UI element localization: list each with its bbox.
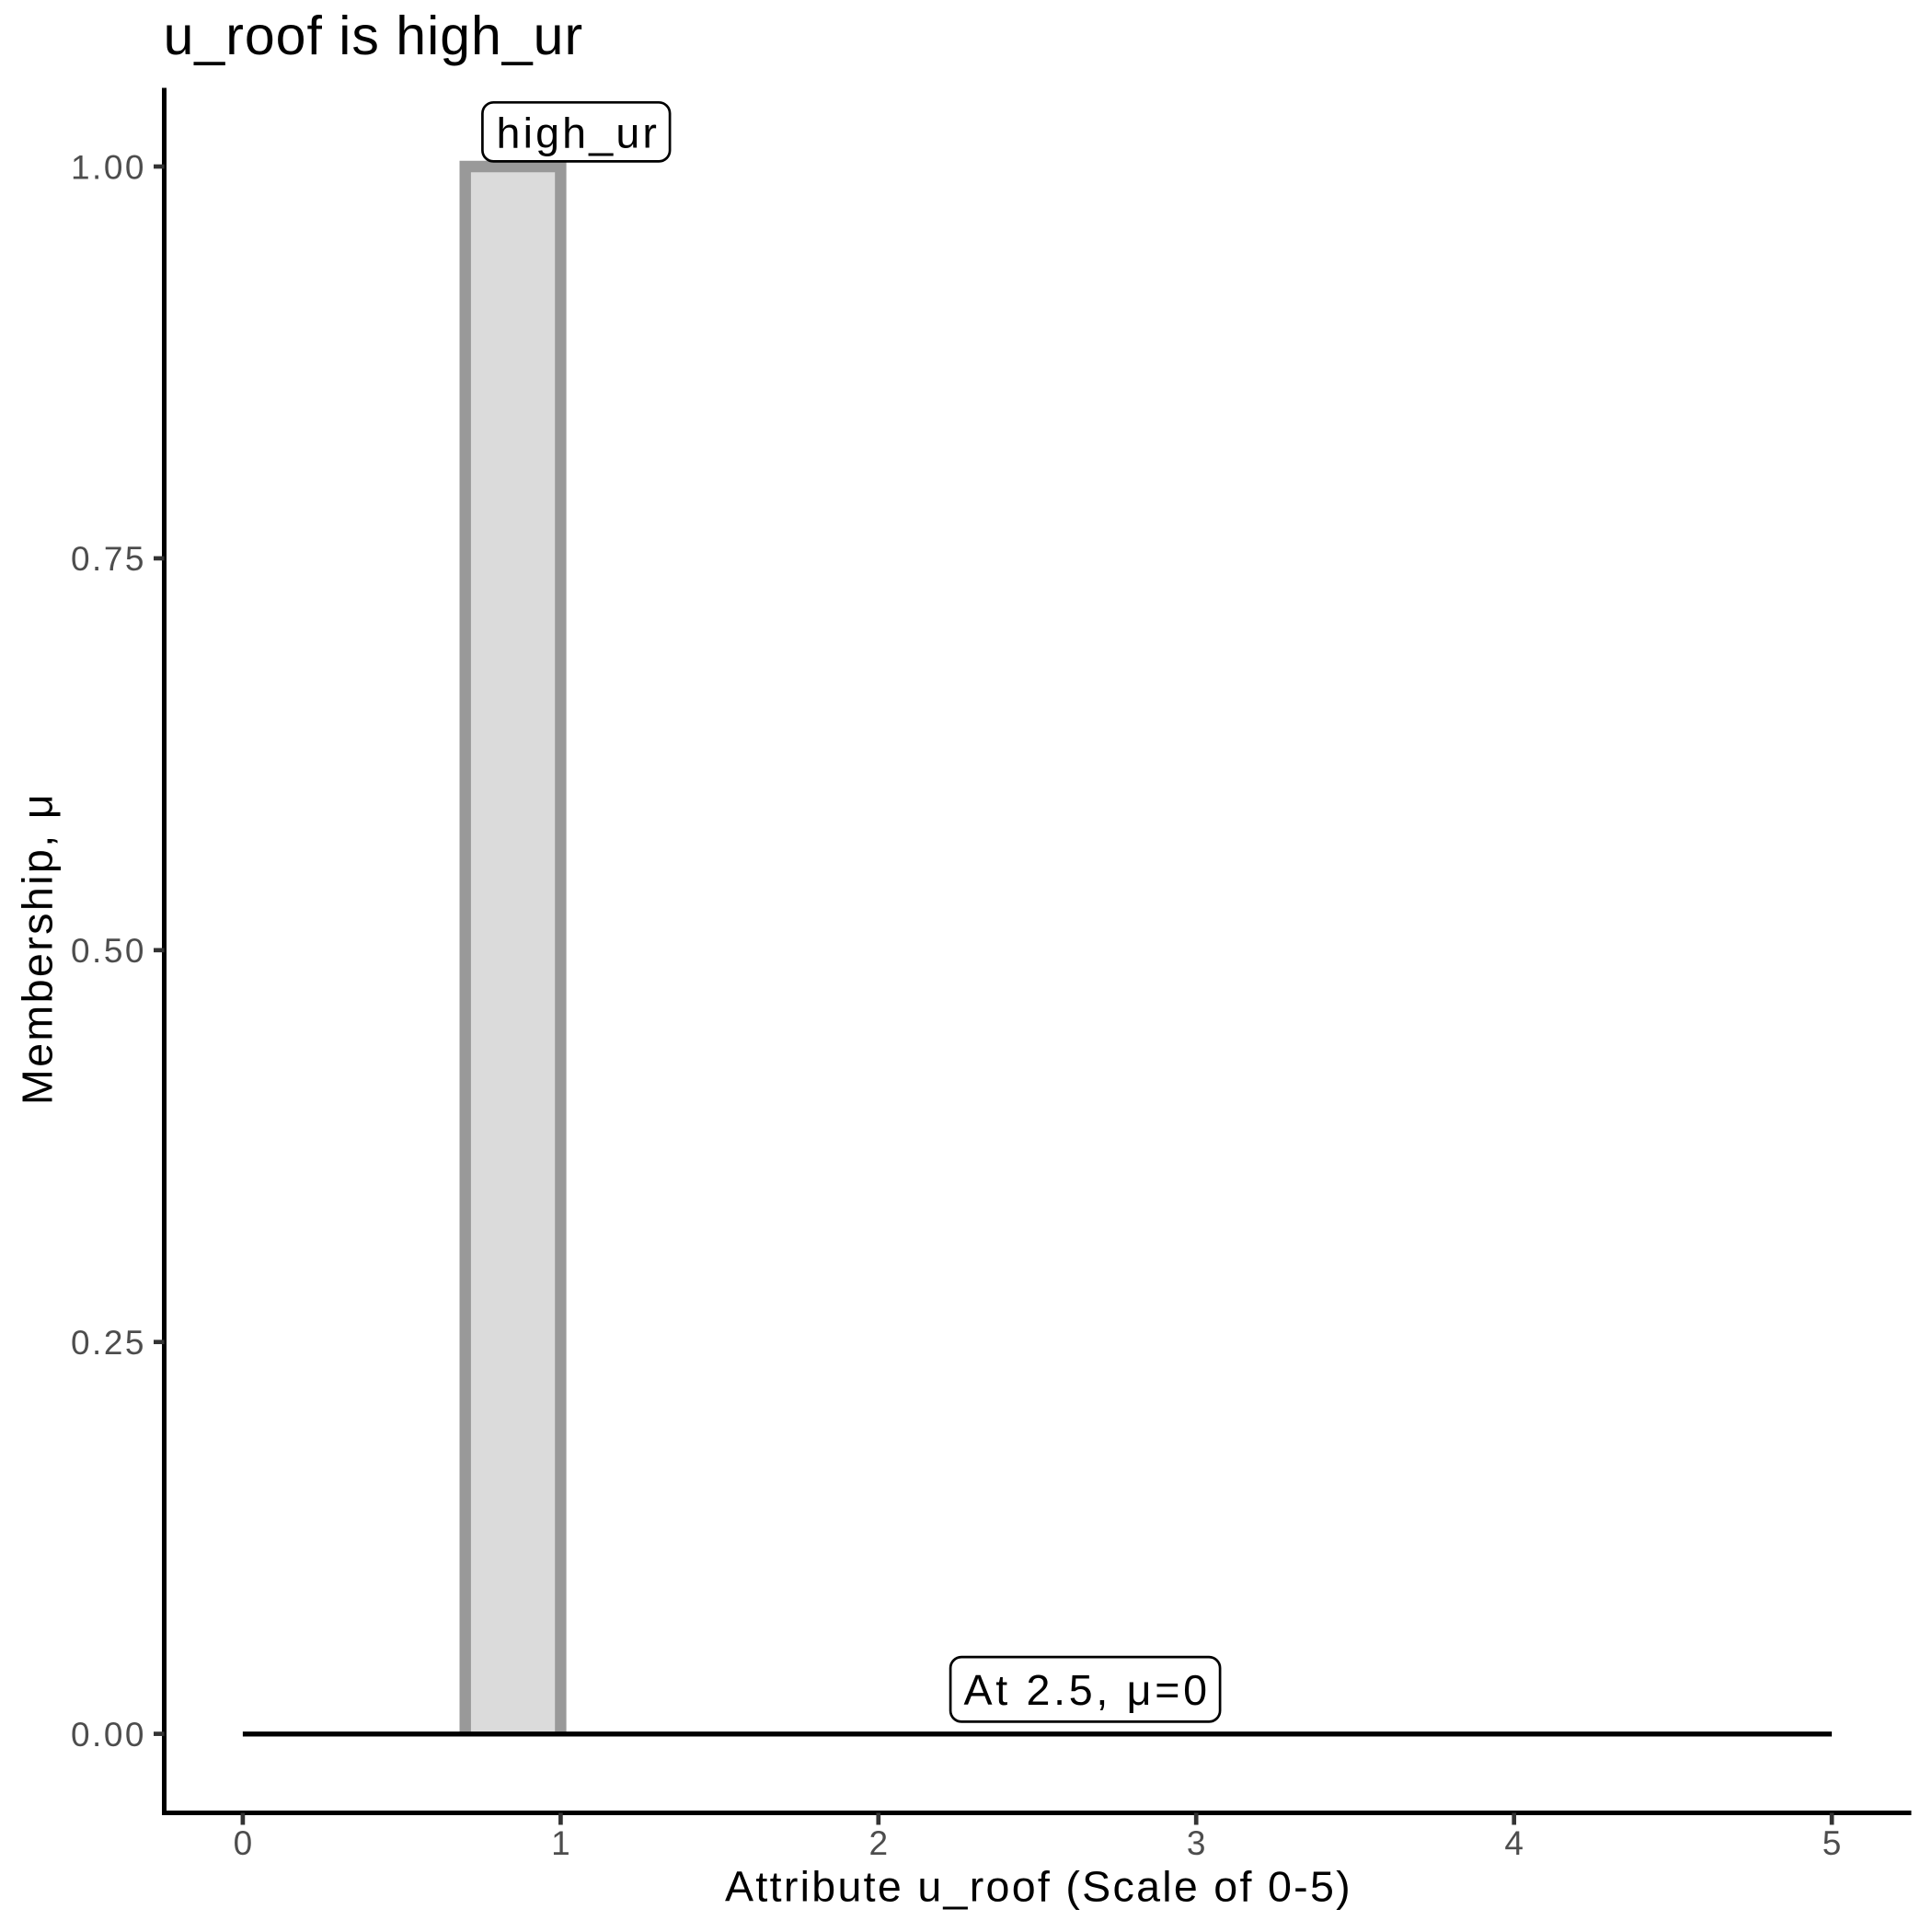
- svg-text:5: 5: [1823, 1824, 1842, 1862]
- svg-text:high_ur: high_ur: [496, 109, 660, 157]
- svg-text:1: 1: [551, 1824, 570, 1862]
- svg-text:0.50: 0.50: [71, 932, 146, 970]
- svg-text:2: 2: [869, 1824, 889, 1862]
- svg-text:u_roof is high_ur: u_roof is high_ur: [164, 6, 584, 66]
- svg-text:At 2.5, μ=0: At 2.5, μ=0: [963, 1666, 1210, 1714]
- svg-text:0.00: 0.00: [71, 1716, 146, 1754]
- svg-text:Membership, μ: Membership, μ: [14, 792, 62, 1105]
- svg-text:3: 3: [1187, 1824, 1206, 1862]
- svg-text:Attribute u_roof (Scale of 0-5: Attribute u_roof (Scale of 0-5): [725, 1863, 1352, 1911]
- svg-text:4: 4: [1504, 1824, 1524, 1862]
- svg-text:1.00: 1.00: [71, 148, 146, 186]
- svg-text:0.25: 0.25: [71, 1324, 146, 1362]
- svg-text:0.75: 0.75: [71, 540, 146, 578]
- svg-text:0: 0: [234, 1824, 253, 1862]
